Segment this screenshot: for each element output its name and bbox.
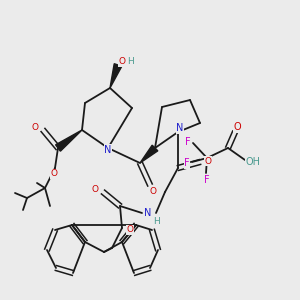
- Text: H: H: [128, 56, 134, 65]
- Polygon shape: [56, 130, 82, 151]
- Text: O: O: [92, 185, 98, 194]
- Text: O: O: [127, 226, 134, 235]
- Polygon shape: [110, 64, 122, 88]
- Text: F: F: [185, 137, 191, 147]
- Text: O: O: [205, 157, 212, 166]
- Text: O: O: [149, 188, 157, 196]
- Text: F: F: [204, 175, 210, 185]
- Text: F: F: [184, 158, 190, 168]
- Text: N: N: [104, 145, 112, 155]
- Text: OH: OH: [245, 157, 260, 167]
- Text: N: N: [144, 208, 152, 218]
- Text: O: O: [118, 58, 125, 67]
- Text: H: H: [153, 217, 159, 226]
- Text: N: N: [176, 123, 184, 133]
- Polygon shape: [140, 145, 158, 163]
- Text: O: O: [32, 124, 38, 133]
- Text: O: O: [50, 169, 58, 178]
- Text: O: O: [233, 122, 241, 132]
